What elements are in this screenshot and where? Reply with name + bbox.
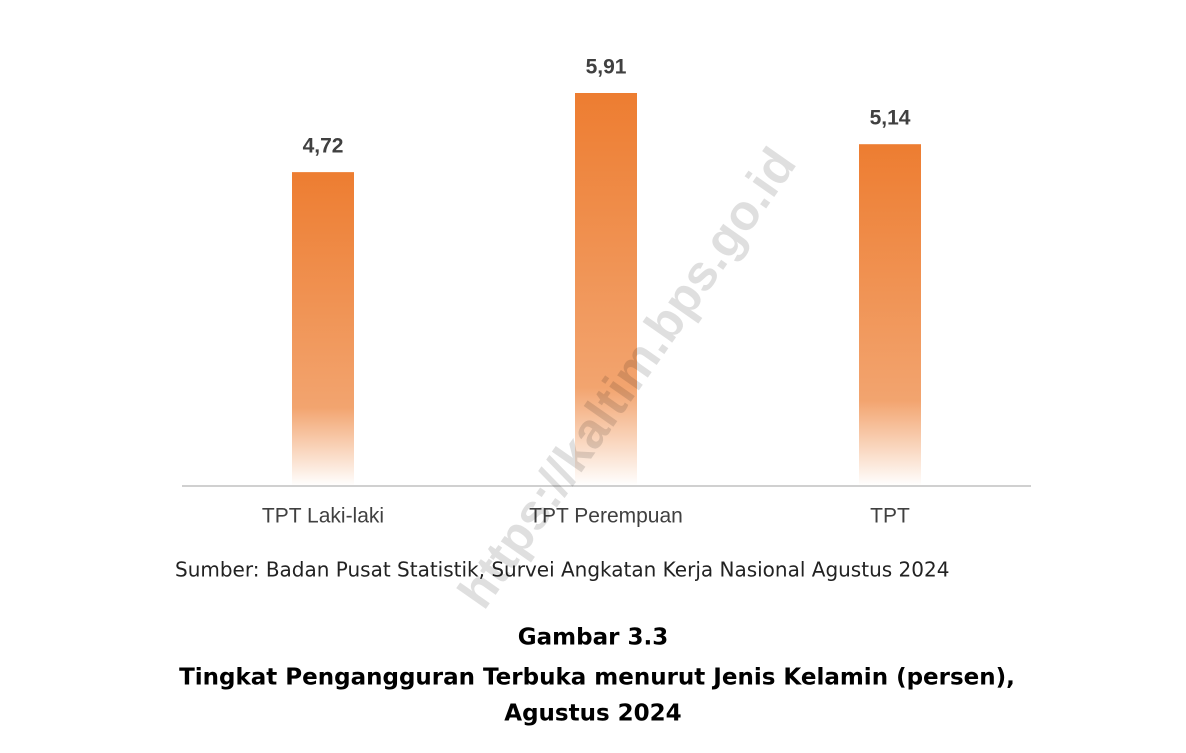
value-label: 5,91 [586,56,627,79]
chart-title: Tingkat Pengangguran Terbuka menurut Jen… [179,665,1015,691]
x-tick-label: TPT [870,505,910,528]
value-label: 5,14 [870,107,911,130]
bar [575,93,637,486]
source: Sumber: Badan Pusat Statistik, Survei An… [175,558,949,582]
figure-label: Gambar 3.3 [518,625,668,651]
x-tick-label: TPT Perempuan [529,505,683,528]
bar [292,172,354,487]
value-label: 4,72 [303,135,344,158]
bar [859,144,921,486]
chart-title: Agustus 2024 [504,701,681,727]
x-tick-label: TPT Laki-laki [262,505,384,528]
